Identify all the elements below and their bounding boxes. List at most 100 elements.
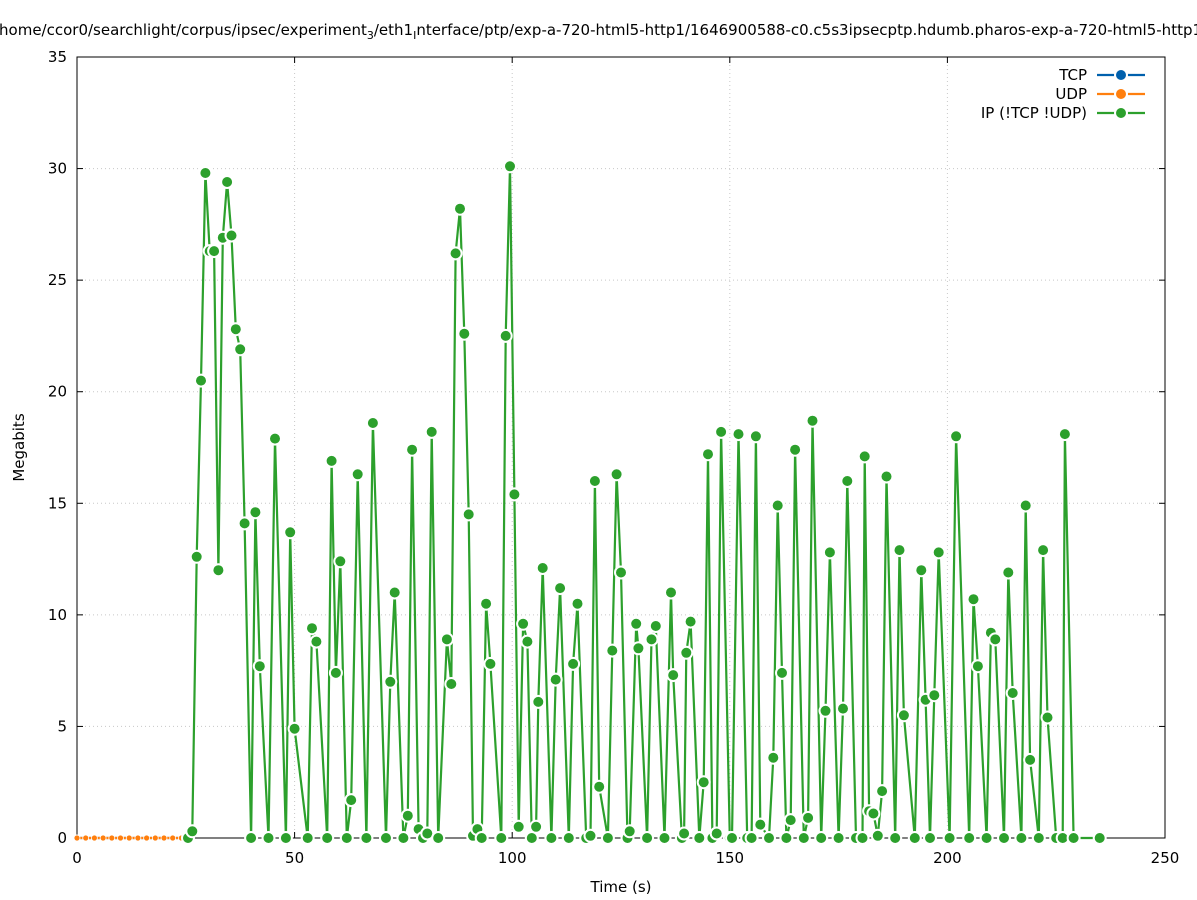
data-point	[979, 831, 994, 845]
data-point	[305, 621, 319, 636]
data-point	[677, 826, 692, 841]
data-point	[117, 834, 124, 842]
data-point	[211, 563, 226, 578]
data-point	[151, 834, 159, 842]
data-point	[701, 447, 715, 462]
data-point	[866, 806, 881, 821]
data-point	[783, 813, 798, 828]
y-axis-label: Megabits	[10, 413, 28, 481]
data-point	[448, 246, 463, 261]
data-point	[461, 507, 476, 522]
data-point	[531, 694, 546, 709]
data-point	[997, 831, 1011, 845]
data-point	[503, 159, 517, 174]
data-point	[683, 614, 698, 629]
data-point	[108, 834, 116, 842]
series-layer	[73, 159, 1107, 845]
data-point	[788, 442, 803, 457]
data-point	[431, 831, 446, 845]
y-tick-label: 35	[48, 48, 67, 66]
data-point	[657, 831, 672, 845]
data-point	[396, 831, 411, 845]
data-point	[1040, 710, 1055, 725]
data-point	[831, 831, 846, 845]
data-point	[775, 665, 789, 680]
data-point	[350, 467, 365, 482]
data-point	[457, 326, 472, 341]
data-point	[207, 244, 222, 259]
series-line	[187, 165, 1100, 840]
data-point	[679, 645, 694, 660]
legend-marker	[1114, 68, 1128, 82]
data-point	[261, 831, 276, 845]
legend-label: TCP	[1058, 66, 1087, 84]
data-point	[609, 467, 624, 482]
data-point	[134, 834, 142, 842]
data-point	[753, 817, 768, 832]
data-point	[888, 831, 903, 845]
data-point	[892, 543, 907, 558]
data-point	[966, 592, 981, 607]
data-point	[244, 831, 259, 845]
data-point	[474, 831, 489, 845]
data-point	[198, 166, 213, 180]
data-point	[535, 561, 550, 575]
y-tick-label: 20	[48, 383, 67, 401]
y-tick-label: 30	[48, 160, 67, 178]
data-point	[1014, 831, 1029, 845]
series-1	[73, 834, 194, 842]
data-point	[762, 831, 776, 845]
plot-frame	[76, 56, 1166, 839]
data-point	[857, 449, 872, 464]
data-point	[927, 688, 942, 703]
series-2	[181, 159, 1107, 845]
data-point	[942, 831, 957, 845]
x-tick-label: 200	[933, 849, 962, 867]
data-point	[324, 453, 339, 468]
data-point	[516, 616, 531, 631]
data-point	[143, 834, 151, 842]
data-point	[278, 831, 293, 845]
data-point	[453, 201, 467, 216]
data-point	[511, 819, 526, 834]
data-point	[836, 701, 850, 716]
data-point	[1036, 543, 1051, 558]
data-point	[770, 498, 785, 513]
data-point	[801, 810, 816, 825]
x-tick-label: 250	[1151, 849, 1180, 867]
data-point	[1018, 498, 1033, 513]
y-tick-label: 5	[57, 717, 67, 735]
data-point	[692, 831, 707, 845]
data-point	[439, 632, 454, 647]
data-point	[268, 431, 282, 446]
data-point	[483, 656, 498, 671]
data-point	[664, 585, 678, 600]
data-point	[479, 596, 494, 611]
data-point	[614, 565, 628, 580]
data-point	[339, 831, 354, 845]
data-point	[400, 808, 415, 823]
data-point	[320, 831, 335, 845]
data-point	[160, 834, 168, 842]
data-point	[779, 831, 794, 845]
data-point	[228, 322, 243, 337]
data-point	[822, 545, 837, 560]
data-point	[553, 581, 568, 596]
data-point	[344, 793, 359, 808]
data-point	[875, 784, 890, 799]
data-point	[125, 834, 133, 842]
data-point	[631, 641, 646, 656]
x-tick-label: 150	[715, 849, 744, 867]
data-point	[283, 525, 298, 540]
data-point	[1066, 831, 1081, 845]
data-point	[796, 831, 811, 845]
data-point	[248, 505, 263, 520]
data-point	[962, 831, 977, 845]
data-point	[914, 563, 929, 578]
data-point	[666, 668, 681, 683]
data-point	[855, 831, 870, 845]
data-point	[507, 487, 522, 502]
data-point	[896, 708, 911, 723]
data-point	[287, 721, 302, 736]
